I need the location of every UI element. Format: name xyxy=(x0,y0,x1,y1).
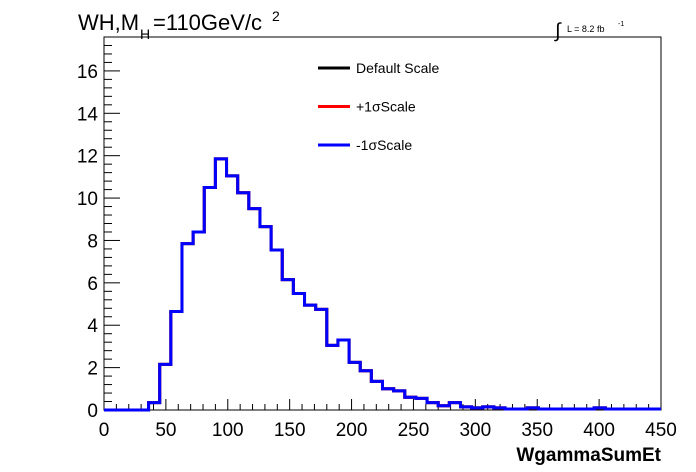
histogram-series xyxy=(104,157,661,412)
legend-label: +1σScale xyxy=(356,99,416,115)
y-tick-label: 10 xyxy=(77,189,98,210)
y-tick-label: 0 xyxy=(87,401,98,422)
y-tick-label: 16 xyxy=(77,62,98,83)
x-tick-label: 150 xyxy=(274,420,306,441)
lumi-integral-sign: ∫ xyxy=(554,20,562,42)
x-tick-label: 50 xyxy=(155,420,176,441)
legend: Default Scale +1σScale -1σScale xyxy=(318,60,439,153)
y-tick-label: 4 xyxy=(87,316,98,337)
series-line xyxy=(104,157,661,412)
y-tick-label: 14 xyxy=(77,104,99,125)
y-tick-label: 6 xyxy=(87,274,98,295)
chart-title-subscript: H xyxy=(140,26,150,42)
series-line xyxy=(104,157,661,412)
y-tick-label: 8 xyxy=(87,231,98,252)
chart-title-main: WH,M xyxy=(78,10,139,35)
x-tick-label: 450 xyxy=(645,420,677,441)
lumi-label: L = 8.2 fb xyxy=(567,24,604,34)
axis-ticks: 0 50 100 150 200 250 300 350 400 450 0 2 4 6 8 10 12 14 16 xyxy=(77,36,677,441)
chart-title-tail: =110GeV/c xyxy=(153,10,262,35)
y-tick-label: 12 xyxy=(77,147,98,168)
plot-frame xyxy=(103,36,662,411)
chart-title-superscript: 2 xyxy=(272,8,280,24)
x-axis-label: WgammaSumEt xyxy=(516,445,661,466)
x-tick-label: 400 xyxy=(583,420,615,441)
legend-label: -1σScale xyxy=(356,137,412,153)
legend-label: Default Scale xyxy=(356,60,439,76)
x-tick-label: 100 xyxy=(212,420,244,441)
x-tick-label: 200 xyxy=(336,420,368,441)
series-line xyxy=(104,157,661,412)
x-tick-label: 350 xyxy=(521,420,553,441)
x-tick-label: 300 xyxy=(459,420,491,441)
x-tick-label: 250 xyxy=(398,420,430,441)
y-tick-label: 2 xyxy=(87,359,98,380)
plot-frame-layer xyxy=(103,36,662,411)
x-tick-label: 0 xyxy=(99,420,110,441)
lumi-superscript: -1 xyxy=(618,21,624,28)
